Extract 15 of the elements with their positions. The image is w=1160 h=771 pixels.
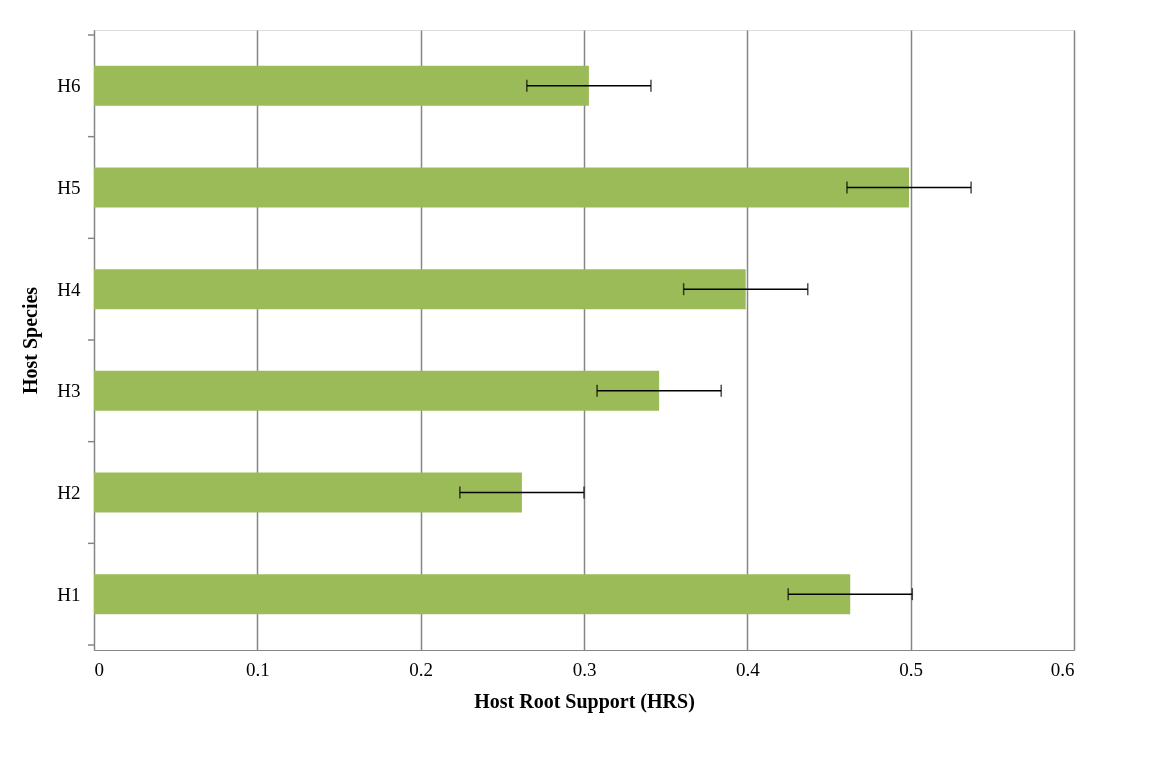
x-tick-label: 0: [94, 658, 104, 680]
y-tick-label: H2: [57, 482, 81, 503]
x-tick-label: 0.1: [245, 658, 270, 680]
x-tick-label: 0.4: [735, 658, 761, 680]
y-tick-label: H6: [57, 75, 81, 97]
y-tick-label: H3: [57, 380, 81, 402]
x-tick-label: 0.2: [409, 658, 434, 680]
x-tick-label: 0.5: [899, 658, 924, 680]
x-axis-title: Host Root Support (HRS): [474, 689, 695, 713]
y-tick-label: H1: [57, 583, 81, 605]
x-tick-label: 0.6: [1050, 658, 1075, 680]
y-axis-title: Host Species: [19, 286, 43, 395]
y-tick-label: H5: [57, 177, 81, 198]
x-tick-label: 0.3: [572, 658, 597, 680]
y-tick-label: H4: [57, 278, 81, 300]
